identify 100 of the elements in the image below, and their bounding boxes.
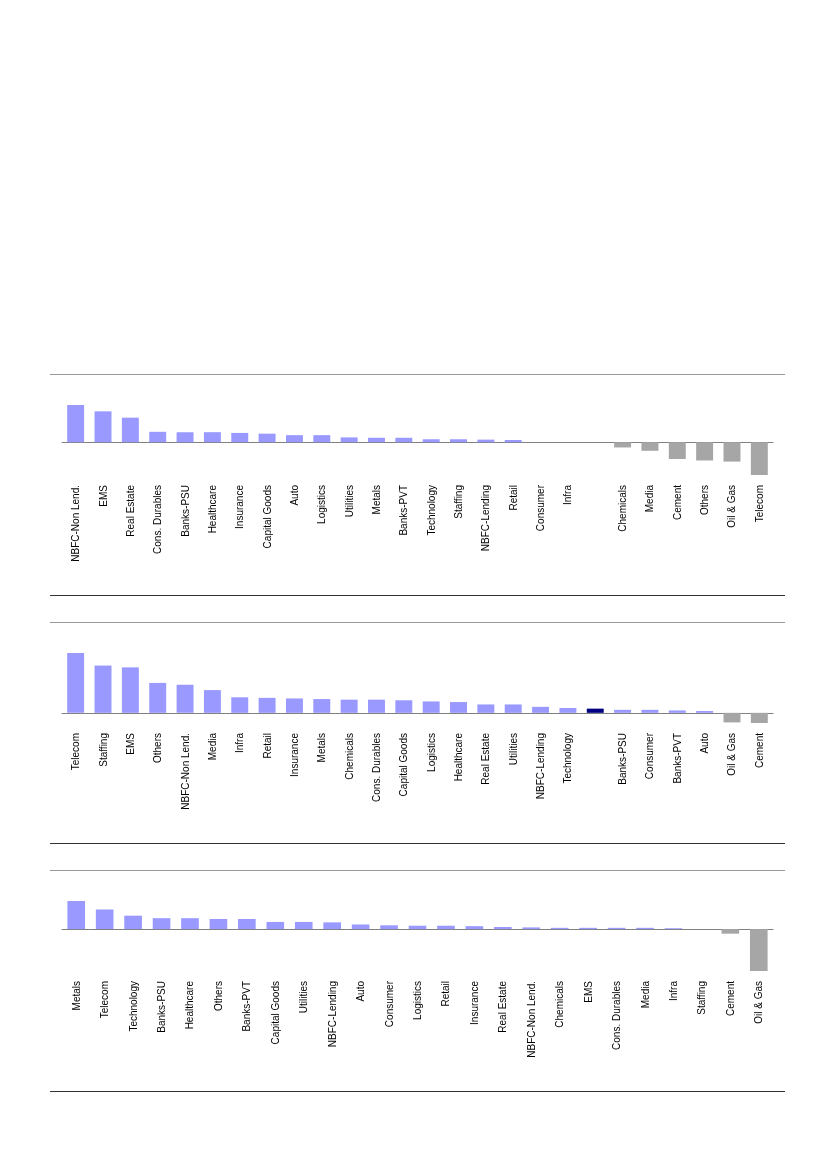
x-tick-label: Chemicals [554, 981, 566, 1028]
x-tick-label: Cement [671, 484, 683, 521]
x-tick-label: Others [699, 485, 711, 516]
bar [266, 921, 285, 930]
x-tick-label: Banks-PVT [398, 485, 410, 536]
bar [641, 709, 659, 713]
bar [586, 708, 604, 713]
bar [94, 665, 112, 713]
bar [340, 437, 358, 443]
x-tick-label: Telecom [70, 733, 82, 771]
bar [149, 682, 167, 713]
bar [209, 919, 228, 930]
x-tick-label: NBFC-Non Lend. [525, 981, 537, 1058]
bar [152, 918, 171, 930]
x-tick-label: Metals [316, 733, 328, 763]
bar [450, 439, 467, 443]
x-tick-label: Staffing [696, 981, 708, 1015]
x-tick-label: Healthcare [453, 732, 465, 782]
x-tick-label: EMS [97, 484, 109, 507]
x-tick-label: Utilities [507, 733, 519, 766]
bar [465, 926, 484, 930]
x-tick-label: Retail [261, 733, 273, 759]
x-tick-label: Insurance [468, 980, 480, 1025]
x-tick-label: EMS [124, 732, 136, 755]
x-tick-label: Consumer [383, 980, 395, 1028]
bar [749, 929, 768, 971]
x-tick-label: Capital Goods [269, 981, 281, 1045]
x-tick-label: Others [212, 981, 224, 1012]
bar [67, 901, 86, 930]
bar [504, 704, 522, 713]
x-tick-label: Utilities [343, 485, 355, 518]
bar [380, 925, 398, 930]
x-tick-label: Technology [127, 981, 139, 1032]
x-tick-label: Banks-PSU [179, 485, 191, 537]
x-tick-label: Retail [440, 981, 452, 1007]
bar [67, 405, 85, 443]
x-tick-label: NBFC-Lending [326, 981, 338, 1048]
bar [696, 442, 714, 461]
x-tick-label: Cons. Durables [611, 981, 623, 1050]
x-tick-label: Banks-PVT [671, 733, 683, 784]
x-tick-label: Staffing [453, 485, 465, 519]
x-tick-label: Auto [699, 732, 711, 754]
bar [340, 699, 358, 713]
x-tick-label: Cement [724, 980, 736, 1017]
bar [614, 709, 632, 713]
x-tick-label: Retail [507, 485, 519, 511]
x-tick-label: Auto [288, 484, 300, 506]
bar [67, 653, 85, 713]
bar [614, 442, 632, 448]
bar [559, 708, 577, 713]
bar [176, 684, 194, 713]
bar [437, 925, 455, 930]
x-tick-label: Real Estate [124, 484, 136, 537]
x-tick-label: Capital Goods [398, 733, 410, 797]
bar [668, 442, 686, 459]
x-tick-label: Consumer [535, 484, 547, 532]
x-tick-label: Infra [234, 732, 246, 754]
x-tick-label: Metals [370, 485, 382, 515]
bar [422, 701, 440, 713]
bar [94, 411, 112, 443]
x-tick-label: Oil & Gas [726, 733, 738, 776]
x-tick-label: NBFC-Lending [535, 733, 547, 800]
x-tick-label: Oil & Gas [753, 981, 765, 1024]
bar [641, 442, 659, 451]
x-tick-label: Insurance [288, 732, 300, 777]
bar [477, 704, 495, 713]
bar [149, 431, 167, 443]
bar [532, 706, 550, 713]
bar [395, 700, 413, 713]
bar [258, 697, 276, 713]
bar [121, 667, 139, 713]
x-tick-label: NBFC-Non Lend. [70, 485, 82, 562]
bar [121, 417, 139, 443]
x-tick-label: NBFC-Lending [480, 485, 492, 552]
x-tick-label: Telecom [753, 485, 765, 523]
bar [176, 432, 194, 443]
x-tick-label: Infra [562, 484, 574, 506]
bar [313, 699, 331, 713]
x-tick-label: Oil & Gas [726, 485, 738, 528]
bar [323, 922, 341, 930]
x-tick-label: Consumer [644, 732, 656, 780]
x-tick-label: EMS [582, 980, 594, 1003]
x-tick-label: Cons. Durables [370, 733, 382, 802]
x-tick-label: Media [644, 484, 656, 513]
x-tick-label: Media [206, 732, 218, 761]
bar [723, 442, 741, 462]
bar [203, 432, 221, 443]
bar [750, 442, 768, 475]
x-tick-label: Real Estate [480, 732, 492, 785]
x-tick-label: Technology [562, 733, 574, 784]
bar [294, 921, 313, 930]
x-tick-label: Utilities [298, 981, 310, 1014]
bar [258, 433, 276, 443]
bar [450, 702, 467, 713]
bar [285, 698, 303, 713]
bar [750, 712, 768, 723]
bar [238, 919, 256, 930]
bar [285, 435, 303, 443]
bar [351, 924, 370, 930]
x-tick-label: Infra [667, 980, 679, 1002]
